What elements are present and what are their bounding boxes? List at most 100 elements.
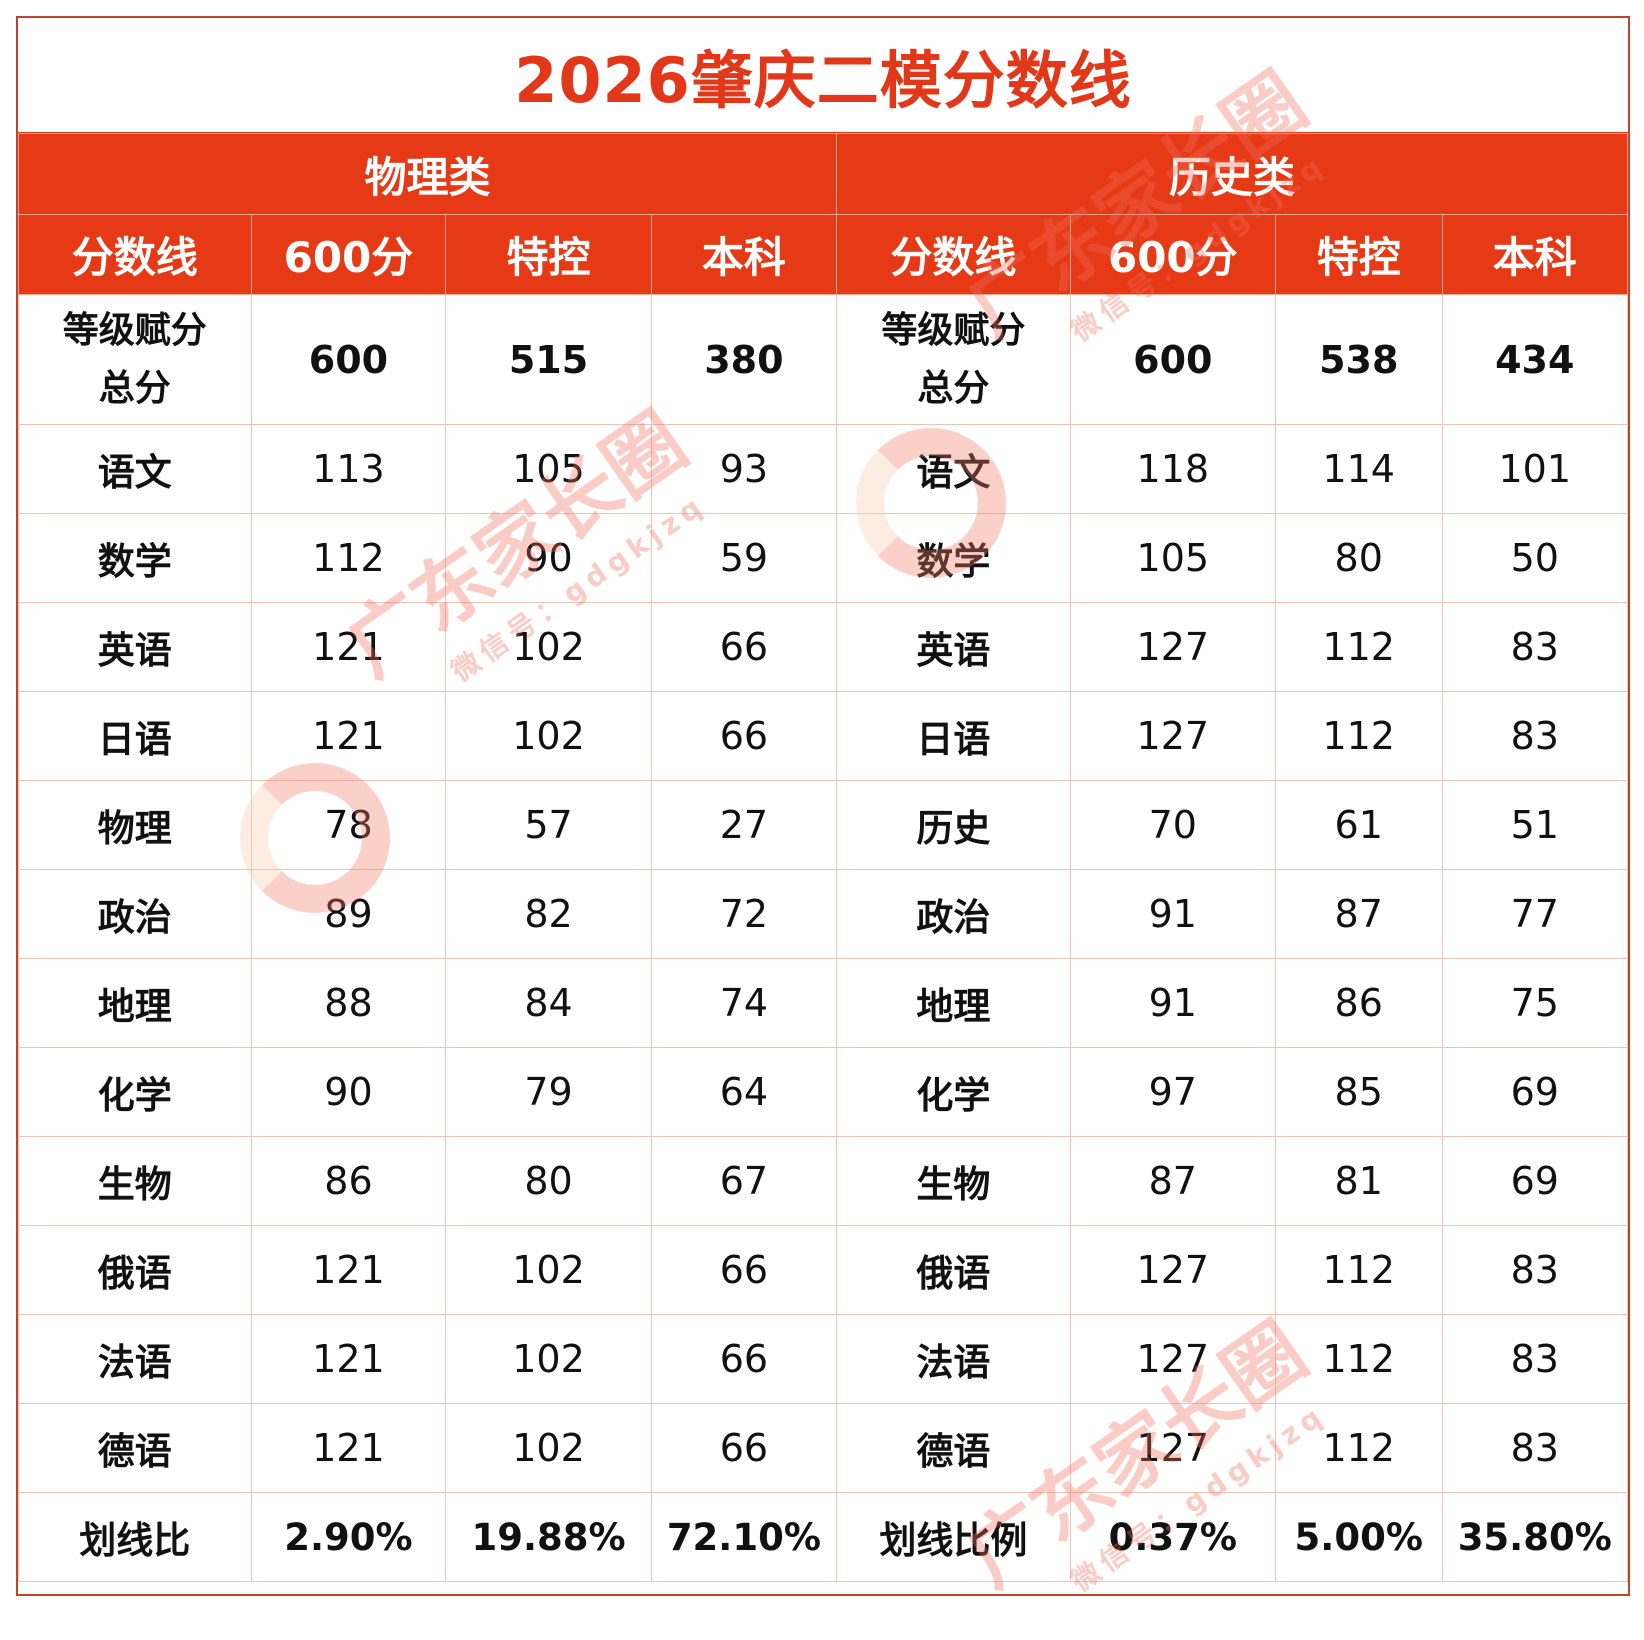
table-row: 德语 121 102 66 德语 127 112 83 [18, 1403, 1628, 1493]
cell-value: 600 [1069, 294, 1276, 425]
row-label: 化学 [836, 1047, 1071, 1137]
cell-value: 102 [445, 691, 652, 781]
table-row: 日语 121 102 66 日语 127 112 83 [18, 691, 1628, 781]
cell-value: 61 [1274, 780, 1443, 870]
cell-value: 78 [250, 780, 447, 870]
col-header: 特控 [1274, 214, 1443, 295]
cell-value: 127 [1069, 691, 1276, 781]
row-label: 法语 [18, 1314, 252, 1404]
column-header-row: 分数线 600分 特控 本科 分数线 600分 特控 本科 [18, 214, 1628, 295]
col-header: 本科 [1441, 214, 1628, 295]
row-label: 地理 [18, 958, 252, 1048]
cell-value: 112 [250, 513, 447, 603]
cell-value: 19.88% [445, 1492, 652, 1582]
cell-value: 81 [1274, 1136, 1443, 1226]
cell-value: 84 [445, 958, 652, 1048]
col-header: 600分 [1069, 214, 1276, 295]
cell-value: 80 [445, 1136, 652, 1226]
cell-value: 121 [250, 1314, 447, 1404]
table-row: 物理 78 57 27 历史 70 61 51 [18, 780, 1628, 870]
row-label: 语文 [836, 424, 1071, 514]
cell-value: 87 [1069, 1136, 1276, 1226]
col-header: 分数线 [836, 214, 1071, 295]
cell-value: 112 [1274, 1403, 1443, 1493]
row-label: 划线比例 [836, 1492, 1071, 1582]
cell-value: 77 [1441, 869, 1628, 959]
cell-value: 79 [445, 1047, 652, 1137]
cell-value: 70 [1069, 780, 1276, 870]
cell-value: 27 [650, 780, 838, 870]
cell-value: 102 [445, 602, 652, 692]
table-row: 英语 121 102 66 英语 127 112 83 [18, 602, 1628, 692]
cell-value: 434 [1441, 294, 1628, 425]
cell-value: 127 [1069, 1225, 1276, 1315]
cell-value: 105 [1069, 513, 1276, 603]
cell-value: 121 [250, 691, 447, 781]
cell-value: 57 [445, 780, 652, 870]
cell-value: 83 [1441, 1225, 1628, 1315]
group-header-row: 物理类 历史类 [17, 133, 1628, 215]
ratio-row: 划线比 2.90% 19.88% 72.10% 划线比例 0.37% 5.00% 35.80% [18, 1492, 1628, 1582]
cell-value: 93 [650, 424, 838, 514]
cell-value: 127 [1069, 1403, 1276, 1493]
cell-value: 102 [445, 1225, 652, 1315]
table-row: 俄语 121 102 66 俄语 127 112 83 [18, 1225, 1628, 1315]
row-label: 数学 [18, 513, 252, 603]
cell-value: 121 [250, 1225, 447, 1315]
cell-value: 86 [1274, 958, 1443, 1048]
col-header: 分数线 [18, 214, 252, 295]
row-label-line: 总分 [98, 367, 171, 409]
cell-value: 112 [1274, 1225, 1443, 1315]
total-score-row: 等级赋分 总分 600 515 380 等级赋分 总分 600 538 434 [18, 294, 1628, 425]
score-table-sheet: 2026肇庆二模分数线 物理类 历史类 分数线 600分 特控 本科 分数线 6… [16, 16, 1630, 1604]
cell-value: 105 [445, 424, 652, 514]
row-label: 物理 [18, 780, 252, 870]
col-header: 特控 [445, 214, 652, 295]
cell-value: 121 [250, 1403, 447, 1493]
cell-value: 127 [1069, 602, 1276, 692]
row-label: 生物 [18, 1136, 252, 1226]
row-label: 俄语 [836, 1225, 1071, 1315]
row-label: 法语 [836, 1314, 1071, 1404]
page-title: 2026肇庆二模分数线 [18, 18, 1628, 133]
table-row: 数学 112 90 59 数学 105 80 50 [18, 513, 1628, 603]
cell-value: 90 [250, 1047, 447, 1137]
cell-value: 600 [250, 294, 447, 425]
cell-value: 121 [250, 602, 447, 692]
row-label-line: 等级赋分 [881, 309, 1026, 351]
cell-value: 72 [650, 869, 838, 959]
cell-value: 35.80% [1441, 1492, 1628, 1582]
row-label: 化学 [18, 1047, 252, 1137]
row-label: 地理 [836, 958, 1071, 1048]
cell-value: 82 [445, 869, 652, 959]
cell-value: 101 [1441, 424, 1628, 514]
row-label: 德语 [18, 1403, 252, 1493]
score-table: 物理类 历史类 分数线 600分 特控 本科 分数线 600分 特控 本科 等级… [17, 133, 1628, 1582]
cell-value: 83 [1441, 1314, 1628, 1404]
cell-value: 90 [445, 513, 652, 603]
row-label: 数学 [836, 513, 1071, 603]
group-physics: 物理类 [17, 133, 838, 215]
cell-value: 66 [650, 1314, 838, 1404]
cell-value: 0.37% [1069, 1492, 1276, 1582]
cell-value: 66 [650, 691, 838, 781]
table-row: 法语 121 102 66 法语 127 112 83 [18, 1314, 1628, 1404]
cell-value: 75 [1441, 958, 1628, 1048]
table-row: 语文 113 105 93 语文 118 114 101 [18, 424, 1628, 514]
row-label: 历史 [836, 780, 1071, 870]
cell-value: 538 [1274, 294, 1443, 425]
cell-value: 72.10% [650, 1492, 838, 1582]
cell-value: 97 [1069, 1047, 1276, 1137]
row-label: 政治 [836, 869, 1071, 959]
cell-value: 66 [650, 602, 838, 692]
cell-value: 112 [1274, 602, 1443, 692]
cell-value: 127 [1069, 1314, 1276, 1404]
table-row: 化学 90 79 64 化学 97 85 69 [18, 1047, 1628, 1137]
cell-value: 83 [1441, 691, 1628, 781]
row-label: 政治 [18, 869, 252, 959]
row-label: 日语 [18, 691, 252, 781]
cell-value: 114 [1274, 424, 1443, 514]
cell-value: 102 [445, 1403, 652, 1493]
row-label: 划线比 [18, 1492, 252, 1582]
cell-value: 66 [650, 1403, 838, 1493]
